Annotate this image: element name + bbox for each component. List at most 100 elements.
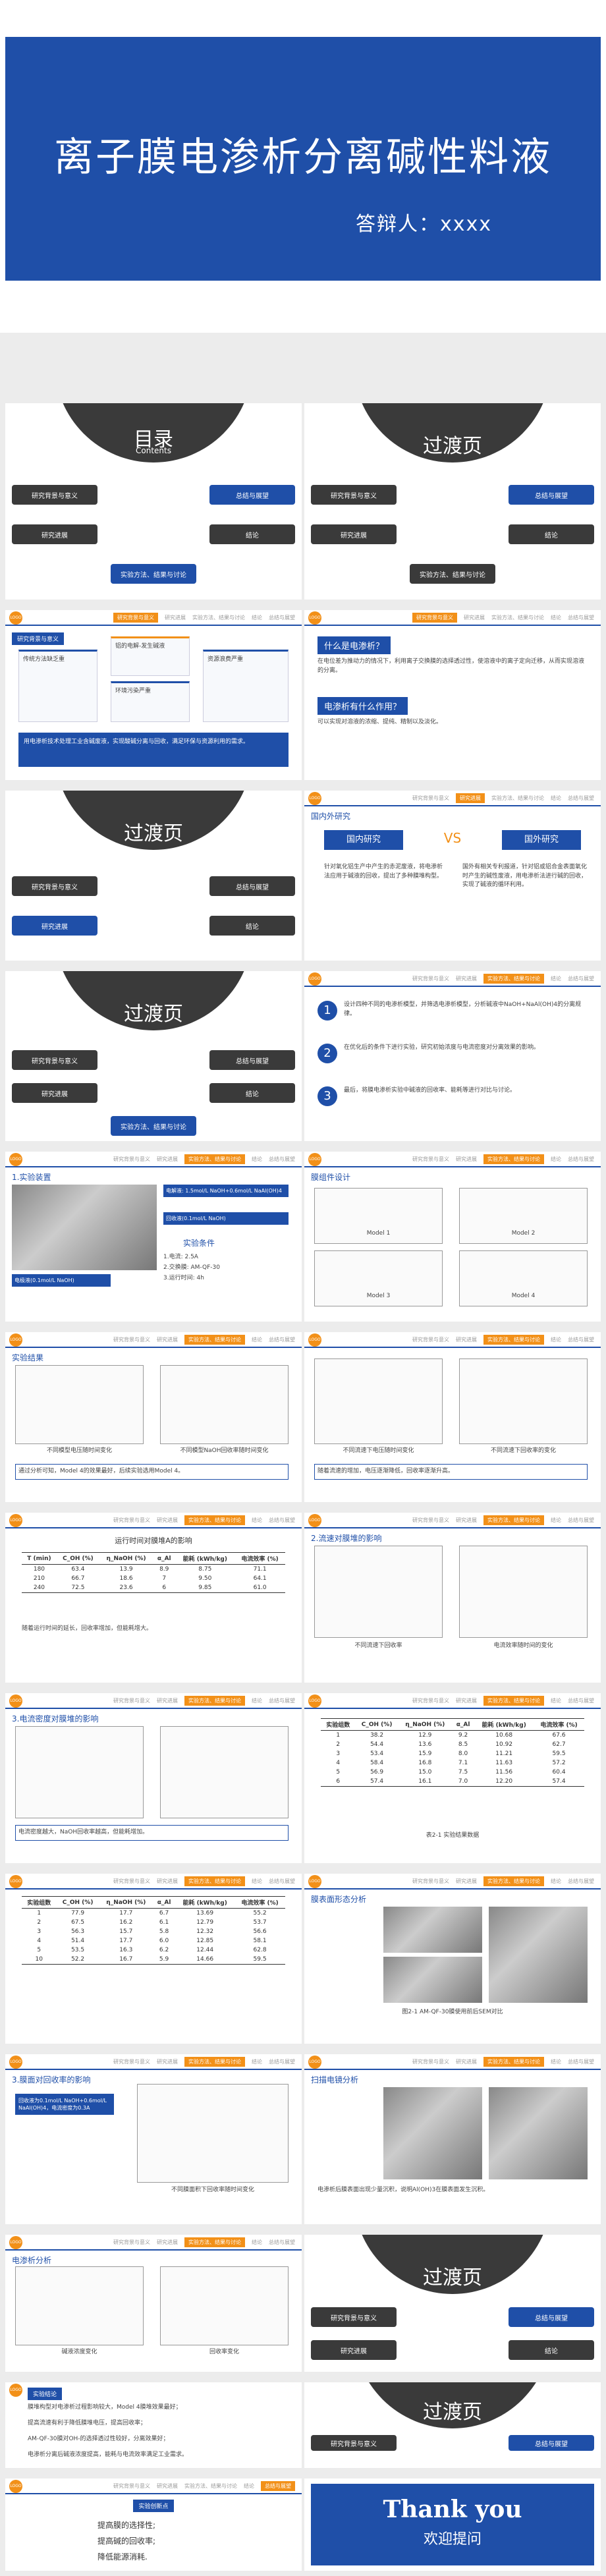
table-row: 2 67.5 16.2 6.1 12.79 53.7 xyxy=(37,1919,267,1926)
section-subtitle: 3.膜面对回收率的影响 xyxy=(12,2075,91,2085)
line-chart xyxy=(15,1726,144,1818)
conclusion-item: AM-QF-30膜对OH-的选择透过性较好，分离效果好； xyxy=(28,2436,169,2442)
chart-caption: 电流效率随时间的变化 xyxy=(493,1642,553,1649)
nav-pill[interactable]: 结论 xyxy=(209,1083,295,1103)
transition-semicircle: 过渡页 xyxy=(354,2235,551,2294)
logo-icon: LOGO xyxy=(308,792,321,805)
table-title: 运行时间对膜堆A的影响 xyxy=(115,1536,192,1545)
condition-box: 回收液为0.1mol/L NaOH+0.6mol/L NaAl(OH)4，电流密… xyxy=(15,2094,114,2115)
table-row: 3 53.4 15.9 8.0 11.21 59.5 xyxy=(336,1750,566,1757)
section-subtitle: 国内外研究 xyxy=(311,812,351,821)
logo-icon: LOGO xyxy=(9,2384,22,2397)
transition-semicircle: 过渡页 xyxy=(55,971,252,1030)
transition-semicircle: 过渡页 xyxy=(55,791,252,850)
bar-chart xyxy=(459,1358,588,1444)
section-tag: 研究背景与意义 xyxy=(12,632,65,645)
nav-pill[interactable]: 结论 xyxy=(209,916,295,936)
slide-header: 研究背景与意义 研究进展 实验方法、结果与讨论 结论 总结与展望 xyxy=(304,1513,601,1528)
nav-pill[interactable]: 研究进展 xyxy=(311,2340,397,2360)
table-note: 随着运行时间的延长，回收率增加，但能耗增大。 xyxy=(22,1625,153,1632)
logo-icon: LOGO xyxy=(308,2056,321,2069)
foreign-text: 国外有相关专利报道，针对铝或铝合金表面氧化时产生的碱性废液，用电渗析法进行碱的回… xyxy=(462,864,588,888)
runtime-table-slide: 研究背景与意义 研究进展 实验方法、结果与讨论 结论 总结与展望 LOGO 运行时间对膜… xyxy=(5,1513,302,1683)
results-table-slide: 研究背景与意义 研究进展 实验方法、结果与讨论 结论 总结与展望 LOGO 实验组数 C_… xyxy=(304,1693,601,1863)
answer-2: 可以实现对溶液的浓缩、提纯、精制以及淡化。 xyxy=(317,719,443,725)
thanks-band: Thank you 欢迎提问 xyxy=(311,2484,594,2565)
transition-title: 过渡页 xyxy=(124,822,183,845)
chart-caption: 不同流速下回收率 xyxy=(354,1642,402,1649)
step-number-1: 1 xyxy=(317,1001,337,1021)
logo-icon: LOGO xyxy=(308,1153,321,1166)
summary-box: 用电渗析技术处理工业含碱废液，实现酸碱分离与回收，满足环保与资源利用的需求。 xyxy=(18,733,289,767)
section-subtitle: 膜组件设计 xyxy=(311,1173,351,1182)
line-chart xyxy=(15,1365,144,1444)
models-slide: 研究背景与意义 研究进展 实验方法、结果与讨论 结论 总结与展望 LOGO 膜组件设计 … xyxy=(304,1152,601,1322)
nav-pill[interactable]: 研究背景与意义 xyxy=(311,2435,397,2451)
nav-pill[interactable]: 实验方法、结果与讨论 xyxy=(111,1116,196,1136)
logo-icon: LOGO xyxy=(9,1333,22,1347)
toc-item-methods[interactable]: 实验方法、结果与讨论 xyxy=(111,564,196,584)
slide-header: 研究背景与意义 研究进展 实验方法、结果与讨论 结论 总结与展望 xyxy=(304,971,601,987)
slide-header: 研究背景与意义 研究进展 实验方法、结果与讨论 结论 总结与展望 xyxy=(5,1693,302,1709)
nav-pill[interactable]: 总结与展望 xyxy=(209,876,295,896)
toc-item-progress[interactable]: 研究进展 xyxy=(12,524,97,544)
apparatus-label: 回收液(0.1mol/L NaOH) xyxy=(163,1212,289,1225)
vs-label: VS xyxy=(443,830,462,846)
nav-pill[interactable]: 研究进展 xyxy=(12,916,97,936)
nav-pill[interactable]: 总结与展望 xyxy=(509,2307,594,2327)
conclusion-item: 电渗析分离后碱液浓度提高，能耗与电流效率满足工业需求。 xyxy=(28,2451,188,2458)
logo-icon: LOGO xyxy=(9,1153,22,1166)
chart-caption: 不同流速下回收率的变化 xyxy=(490,1447,556,1454)
result-note: 电流密度越大，NaOH回收率越高，但能耗增加。 xyxy=(15,1825,289,1841)
sem-image xyxy=(383,2087,482,2179)
current-density-slide: 研究背景与意义 研究进展 实验方法、结果与讨论 结论 总结与展望 LOGO 3.电流密度… xyxy=(5,1693,302,1863)
nav-pill[interactable]: 结论 xyxy=(509,524,594,544)
model-diagram: Model 2 xyxy=(459,1188,588,1244)
slide-header: 研究背景与意义 研究进展 实验方法、结果与讨论 结论 总结与展望 xyxy=(304,1332,601,1348)
line-chart xyxy=(137,2084,289,2183)
logo-icon: LOGO xyxy=(9,2480,22,2493)
table-row: 1 38.2 12.9 9.2 10.68 67.6 xyxy=(336,1732,566,1739)
slide-header: 研究背景与意义 研究进展 实验方法、结果与讨论 结论 总结与展望 xyxy=(304,610,601,626)
result-note: 电渗析后膜表面出现少量沉积，说明Al(OH)3在膜表面发生沉积。 xyxy=(317,2187,489,2193)
problem-card: 铝的电解-发生碱液 xyxy=(111,636,190,676)
slide-header: 研究背景与意义 研究进展 实验方法、结果与讨论 结论 总结与展望 xyxy=(304,1693,601,1709)
nav-pill[interactable]: 实验方法、结果与讨论 xyxy=(410,564,495,584)
slide-header: 研究背景与意义 研究进展 实验方法、结果与讨论 结论 总结与展望 xyxy=(304,1874,601,1890)
domestic-header: 国内研究 xyxy=(324,830,403,850)
conclusion-item: 提高流速有利于降低膜堆电压，提高回收率； xyxy=(28,2420,147,2426)
sem-image xyxy=(383,1957,482,2003)
nav-pill[interactable]: 研究背景与意义 xyxy=(311,2307,397,2327)
nav-pill[interactable]: 结论 xyxy=(509,2340,594,2360)
toc-title: 目录 xyxy=(134,428,173,451)
cover-band xyxy=(5,37,601,281)
transition-slide-5: 过渡页 研究背景与意义 总结与展望 xyxy=(304,2382,601,2468)
thanks-slide: Thank you 欢迎提问 xyxy=(304,2478,601,2571)
table-row: 5 56.9 15.0 7.5 11.56 60.4 xyxy=(336,1769,566,1776)
nav-pill[interactable]: 研究进展 xyxy=(311,524,397,544)
nav-pill[interactable]: 总结与展望 xyxy=(209,1050,295,1070)
step-number-2: 2 xyxy=(317,1044,337,1063)
nav-pill[interactable]: 总结与展望 xyxy=(509,485,594,505)
step-text-2: 在优化后的条件下进行实验，研究初始浓度与电流密度对分离效果的影响。 xyxy=(344,1044,540,1051)
chart-caption: 回收率变化 xyxy=(209,2349,239,2355)
nav-pill[interactable]: 研究背景与意义 xyxy=(12,1050,97,1070)
nav-pill[interactable]: 研究背景与意义 xyxy=(311,485,397,505)
transition-title: 过渡页 xyxy=(423,435,482,458)
slide-header: 研究背景与意义 研究进展 实验方法、结果与讨论 结论 总结与展望 xyxy=(5,1513,302,1528)
conclusion-item: 膜堆构型对电渗析过程影响较大，Model 4膜堆效果最好； xyxy=(28,2404,182,2411)
nav-pill[interactable]: 研究进展 xyxy=(12,1083,97,1103)
toc-item-conclusion[interactable]: 结论 xyxy=(209,524,295,544)
chart-caption: 不同膜面积下回收率随时间变化 xyxy=(171,2187,254,2193)
electrodialysis-slide: 研究背景与意义 研究进展 实验方法、结果与讨论 结论 总结与展望 LOGO 什么是电渗析… xyxy=(304,610,601,780)
toc-item-outlook[interactable]: 总结与展望 xyxy=(209,485,295,505)
slide-header: 研究背景与意义 研究进展 实验方法、结果与讨论 结论 总结与展望 xyxy=(5,1332,302,1348)
nav-pill[interactable]: 研究背景与意义 xyxy=(12,876,97,896)
toc-item-background[interactable]: 研究背景与意义 xyxy=(12,485,97,505)
nav-pill[interactable]: 总结与展望 xyxy=(509,2435,594,2451)
transition-semicircle: 过渡页 xyxy=(354,403,551,462)
table-row: 4 58.4 16.8 7.1 11.63 57.2 xyxy=(336,1760,566,1766)
transition-title: 过渡页 xyxy=(124,1003,183,1026)
table-row: 2 54.4 13.6 8.5 10.92 62.7 xyxy=(336,1741,566,1748)
results-table: 实验组数 C_OH (%) η_NaOH (%) α_Al 能耗 (kWh/kg) 电流效… xyxy=(22,1896,285,1965)
